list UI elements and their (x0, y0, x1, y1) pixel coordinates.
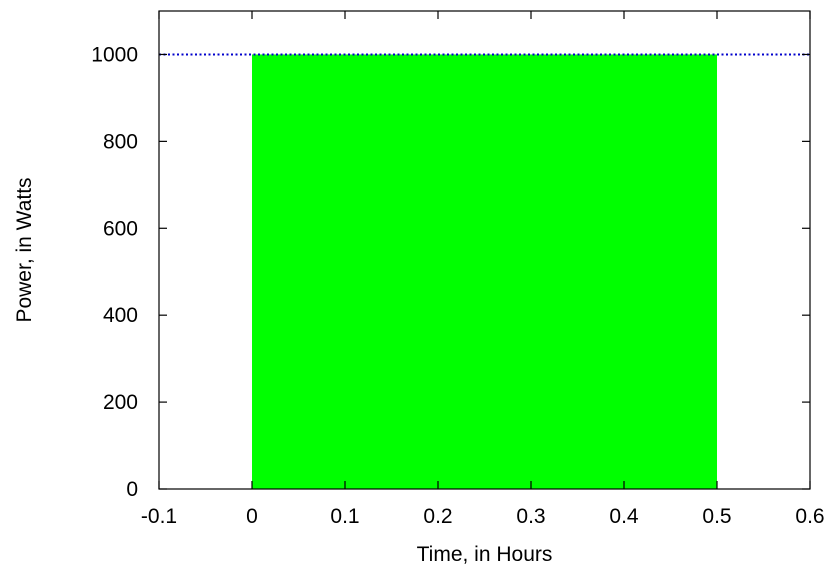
plot-frame (158, 10, 811, 490)
x-tick-label: 0.6 (795, 505, 824, 528)
y-tick-label: 800 (103, 130, 138, 153)
x-axis: -0.1 0 0.1 0.2 0.3 0.4 0.5 0.6 (141, 11, 825, 528)
x-tick-label: 0.1 (330, 505, 359, 528)
x-tick-label: 0.4 (609, 505, 639, 528)
y-tick-label: 200 (103, 391, 138, 414)
y-axis: 0 200 400 600 800 1000 (91, 43, 810, 501)
y-tick-label: 600 (103, 217, 138, 240)
x-tick-label: 0.5 (702, 505, 731, 528)
y-tick-label: 0 (126, 478, 138, 501)
x-tick-label: 0.3 (516, 505, 545, 528)
y-tick-label: 1000 (91, 43, 138, 66)
y-tick-label: 400 (103, 304, 138, 327)
x-tick-label: 0 (246, 505, 258, 528)
area-fill-layer (252, 54, 717, 490)
x-tick-label: 0.2 (423, 505, 452, 528)
y-axis-title: Power, in Watts (13, 177, 36, 322)
area-fill-power (252, 54, 717, 490)
x-tick-label: -0.1 (141, 505, 177, 528)
x-axis-title: Time, in Hours (417, 543, 553, 566)
